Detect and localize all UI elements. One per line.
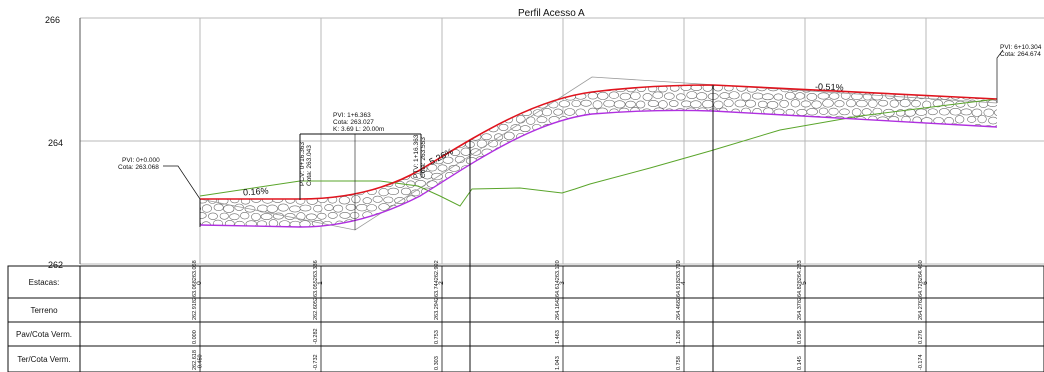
ter-value: 0.145 xyxy=(797,356,803,370)
row-label-estacas: Estacas: xyxy=(29,278,60,287)
station-table: Estacas: Terreno Pav/Cota Verm. Ter/Cota… xyxy=(7,265,1044,372)
pcv-note: PCV: 0+16.363 Cota: 263.043 xyxy=(299,142,313,186)
terreno-value: 264.468264.918263.710 xyxy=(676,260,682,320)
elevation-label-262: 262 xyxy=(48,260,63,270)
ter-value: 0.303 xyxy=(434,356,440,370)
row-label-pav: Pav/Cota Verm. xyxy=(16,330,72,339)
estaca-label: 3 xyxy=(559,281,566,285)
ter-value: -0.732 xyxy=(313,354,319,370)
pav-value: -0.282 xyxy=(313,328,319,344)
pav-value: 0.276 xyxy=(918,330,924,344)
pvi6-elevation: Cota: 264.674 xyxy=(1000,51,1041,58)
estaca-label: 1 xyxy=(317,281,324,285)
grade-label-3: -0.51% xyxy=(815,81,844,92)
svg-text:Cota: 263.553: Cota: 263.553 xyxy=(420,137,427,178)
grade-label-1: 0.16% xyxy=(243,186,269,198)
row-label-ter: Ter/Cota Verm. xyxy=(17,355,70,364)
terreno-value: 262.605263.055263.336 xyxy=(313,260,319,320)
pvi1-station: PVI: 1+6.363 xyxy=(333,112,371,119)
svg-text:PTV: 1+16.363: PTV: 1+16.363 xyxy=(413,134,420,178)
pav-value: 1.208 xyxy=(676,330,682,344)
terreno-value: 264.164264.614263.120 xyxy=(555,260,561,320)
svg-text:Cota: 263.043: Cota: 263.043 xyxy=(306,145,313,186)
pav-value: 0.753 xyxy=(434,330,440,344)
elevation-label-266: 266 xyxy=(45,15,60,25)
ter-value: 1.043 xyxy=(555,356,561,370)
pvi0-station: PVI: 0+0.000 xyxy=(122,157,160,164)
ptv-note: PTV: 1+16.363 Cota: 263.553 xyxy=(413,134,427,178)
svg-text:PCV: 0+16.363: PCV: 0+16.363 xyxy=(299,142,306,186)
terreno-value: 264.378264.828264.233 xyxy=(797,260,803,320)
terreno-value: 264.276264.726264.450 xyxy=(918,260,924,320)
pvi6-leader xyxy=(996,49,1004,103)
estaca-label: 0 xyxy=(196,281,203,285)
estaca-label: 4 xyxy=(680,281,687,285)
estaca-label: 5 xyxy=(801,281,808,285)
subgrade-line xyxy=(199,109,998,228)
pvi1-elevation: Cota: 263.027 xyxy=(333,119,374,126)
pvi0-leader xyxy=(163,165,201,200)
estaca-label: 6 xyxy=(922,281,929,285)
pavement-line xyxy=(200,84,998,200)
elevation-label-264: 264 xyxy=(48,138,63,148)
row-label-terreno: Terreno xyxy=(30,306,58,315)
grade-label-2: 5.26% xyxy=(428,146,455,167)
pvi1-k-length: K: 3.69 L: 20.00m xyxy=(333,126,384,133)
estaca-label: 2 xyxy=(438,281,445,285)
terreno-value: 263.294263.744262.992 xyxy=(434,260,440,320)
ter-value: 262.618 xyxy=(192,350,198,370)
profile-title: Perfil Acesso A xyxy=(518,8,585,19)
terreno-value: 262.918263.068263.068 xyxy=(192,260,198,320)
ter-value: 0.758 xyxy=(676,356,682,370)
pvi6-station: PVI: 6+10.304 xyxy=(1000,44,1042,51)
pav-value: 1.463 xyxy=(555,330,561,344)
ter-value: -0.174 xyxy=(918,354,924,370)
ter-value: -0.450 xyxy=(198,354,204,370)
pav-value: 0.000 xyxy=(192,330,198,344)
profile-grid xyxy=(79,17,1044,265)
station-column-6: 6264.276264.726264.450 0.276 -0.174 xyxy=(918,260,929,372)
terrain-line xyxy=(199,98,998,207)
vertical-tangent-lines xyxy=(199,76,998,231)
station-column-4: 4264.468264.918263.710 1.208 0.758 xyxy=(676,260,687,372)
pav-value: 0.595 xyxy=(797,330,803,344)
pvi0-elevation: Cota: 263.068 xyxy=(118,164,159,171)
